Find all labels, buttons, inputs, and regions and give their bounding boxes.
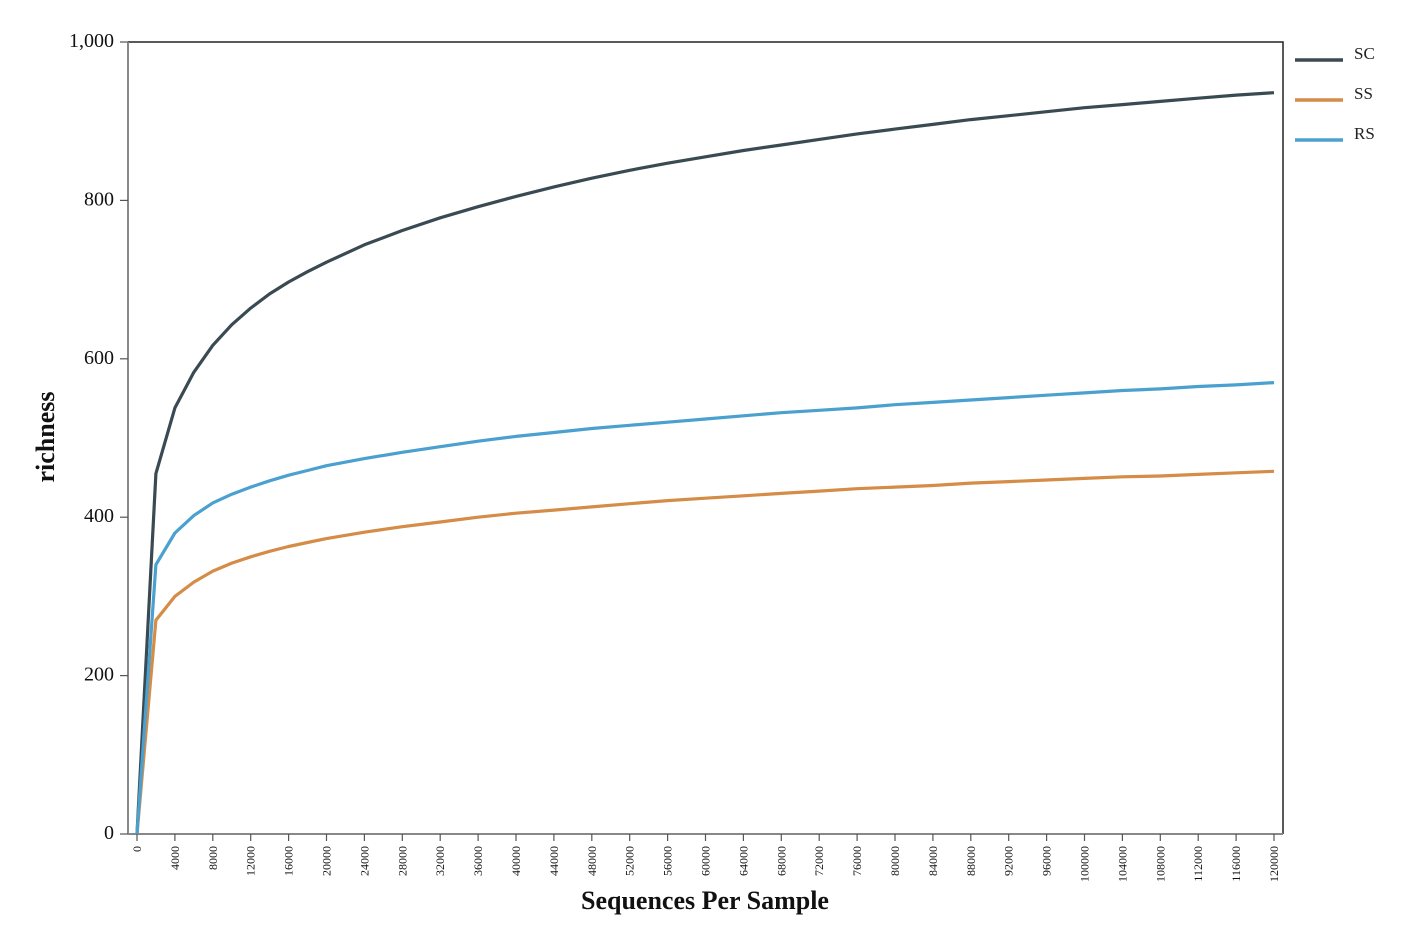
x-tick-label: 72000 bbox=[812, 846, 826, 876]
series-line-sc bbox=[135, 91, 1275, 835]
x-tick-label: 80000 bbox=[888, 846, 902, 876]
y-axis: 0 200 400 600 800 1,000 bbox=[69, 30, 129, 844]
x-tick-label: 116000 bbox=[1229, 846, 1243, 882]
x-tick-label: 76000 bbox=[850, 846, 864, 876]
x-axis-title: Sequences Per Sample bbox=[581, 886, 829, 915]
x-tick-label: 28000 bbox=[395, 846, 409, 876]
x-tick-label: 0 bbox=[130, 846, 144, 852]
x-tick-label: 60000 bbox=[699, 846, 713, 876]
x-tick-label: 52000 bbox=[623, 846, 637, 876]
x-tick-label: 100000 bbox=[1078, 846, 1092, 882]
x-tick-label: 40000 bbox=[509, 846, 523, 876]
x-tick-label: 108000 bbox=[1153, 846, 1167, 882]
plot-area bbox=[128, 41, 1284, 834]
x-tick-label: 84000 bbox=[926, 846, 940, 876]
x-tick-label: 112000 bbox=[1191, 846, 1205, 882]
x-tick-label: 92000 bbox=[1002, 846, 1016, 876]
x-tick-label: 16000 bbox=[282, 846, 296, 876]
x-tick-label: 4000 bbox=[168, 846, 182, 870]
x-tick-label: 104000 bbox=[1115, 846, 1129, 882]
y-tick-label: 1,000 bbox=[69, 30, 114, 52]
series-line-rs bbox=[135, 381, 1275, 835]
x-tick-label: 20000 bbox=[320, 846, 334, 876]
x-tick-label: 24000 bbox=[357, 846, 371, 876]
y-tick-label: 800 bbox=[84, 188, 114, 210]
y-tick-label: 0 bbox=[104, 822, 114, 844]
x-tick-label: 48000 bbox=[585, 846, 599, 876]
x-tick-label: 56000 bbox=[661, 846, 675, 876]
x-tick-label: 96000 bbox=[1040, 846, 1054, 876]
y-tick-label: 200 bbox=[84, 664, 114, 686]
y-tick-label: 400 bbox=[84, 505, 114, 527]
x-tick-label: 36000 bbox=[471, 846, 485, 876]
series-line-ss bbox=[135, 469, 1275, 835]
y-axis-title: richness bbox=[31, 392, 60, 483]
x-tick-label: 32000 bbox=[433, 846, 447, 876]
legend-label-sc: SC bbox=[1354, 44, 1375, 63]
legend-label-rs: RS bbox=[1354, 124, 1375, 143]
x-tick-label: 64000 bbox=[736, 846, 750, 876]
x-axis: 0 4000 8000 12000 16000 20000 24000 28000 32000 3… bbox=[128, 833, 1283, 882]
plot-border bbox=[128, 41, 1284, 834]
x-tick-label: 8000 bbox=[206, 846, 220, 870]
x-tick-label: 12000 bbox=[244, 846, 258, 876]
x-tick-label: 88000 bbox=[964, 846, 978, 876]
legend-label-ss: SS bbox=[1354, 84, 1373, 103]
y-tick-label: 600 bbox=[84, 347, 114, 369]
legend: SC SS RS bbox=[1295, 44, 1375, 143]
series-lines bbox=[135, 91, 1275, 835]
x-tick-label: 68000 bbox=[774, 846, 788, 876]
x-tick-label: 120000 bbox=[1267, 846, 1281, 882]
x-tick-label: 44000 bbox=[547, 846, 561, 876]
